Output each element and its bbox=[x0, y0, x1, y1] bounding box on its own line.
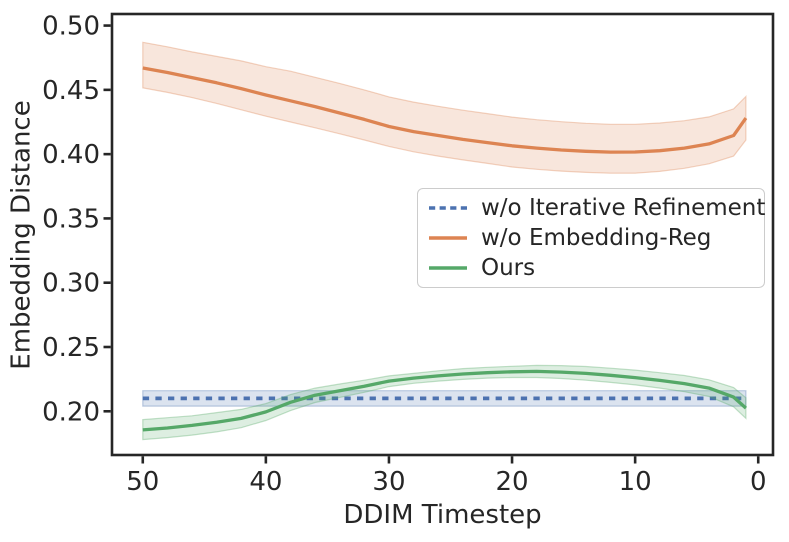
y-tick-label: 0.25 bbox=[42, 333, 100, 363]
series-line-1 bbox=[142, 66, 748, 154]
legend-solid-line-sample bbox=[429, 266, 467, 270]
y-tick-label: 0.30 bbox=[42, 269, 100, 299]
x-tick-label: 20 bbox=[495, 467, 528, 497]
legend: w/o Iterative Refinement w/o Embedding-R… bbox=[417, 188, 765, 288]
x-tick-label: 0 bbox=[750, 467, 767, 497]
plot-border bbox=[110, 12, 775, 457]
legend-solid-line-sample bbox=[429, 236, 467, 240]
x-tick-label: 10 bbox=[619, 467, 652, 497]
y-tick-label: 0.50 bbox=[42, 12, 100, 42]
y-tick-label: 0.40 bbox=[42, 140, 100, 170]
x-tick-label: 40 bbox=[249, 467, 282, 497]
y-tick-label: 0.35 bbox=[42, 204, 100, 234]
legend-item-ours: Ours bbox=[429, 253, 756, 283]
legend-item-wo-embedding-reg: w/o Embedding-Reg bbox=[429, 223, 756, 253]
x-tick-label: 30 bbox=[372, 467, 405, 497]
series-band-1 bbox=[142, 41, 747, 174]
legend-label: w/o Embedding-Reg bbox=[481, 224, 712, 251]
x-tick-label: 50 bbox=[126, 467, 159, 497]
y-tick-label: 0.45 bbox=[42, 76, 100, 106]
legend-label: w/o Iterative Refinement bbox=[481, 194, 766, 221]
y-axis-title-wrap: Embedding Distance bbox=[0, 14, 44, 455]
legend-dashed-line-sample bbox=[429, 206, 467, 210]
y-axis-title: Embedding Distance bbox=[7, 99, 38, 370]
y-tick-label: 0.20 bbox=[42, 397, 100, 427]
series-line-2 bbox=[142, 369, 747, 432]
x-axis-title: DDIM Timestep bbox=[343, 500, 542, 530]
legend-label: Ours bbox=[481, 254, 536, 281]
legend-item-wo-iterative-refinement: w/o Iterative Refinement bbox=[429, 193, 765, 223]
series-band-2 bbox=[142, 364, 747, 441]
